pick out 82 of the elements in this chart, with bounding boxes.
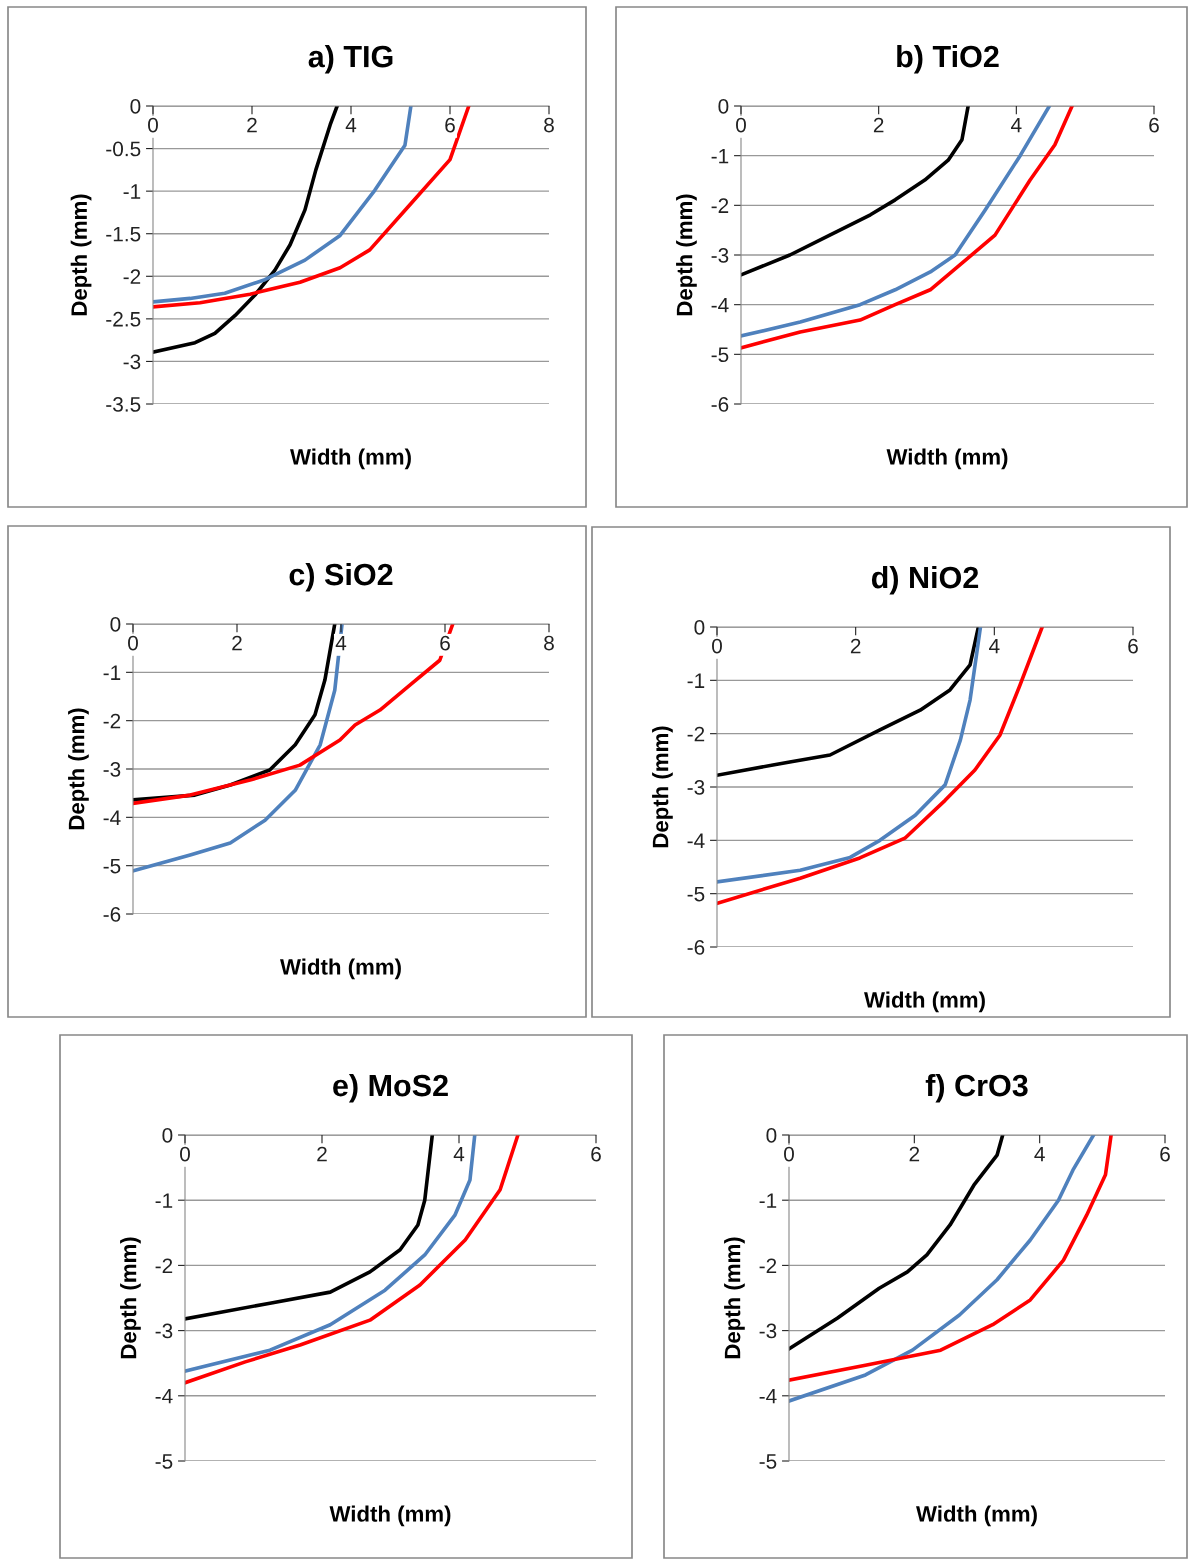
y-tick-label: -3 xyxy=(687,780,705,795)
chart-title: b) TiO2 xyxy=(897,44,999,74)
x-tick-label: 4 xyxy=(453,1146,465,1162)
y-tick-label: 0 xyxy=(718,99,729,114)
x-tick-label: 2 xyxy=(873,117,884,133)
x-tick-label: 6 xyxy=(591,1146,601,1162)
y-tick-label: 0 xyxy=(130,99,141,114)
y-tick-label: -1 xyxy=(103,665,121,680)
y-tick-label: -1 xyxy=(123,184,141,199)
x-tick-label: 0 xyxy=(736,117,746,133)
y-tick-label: -2 xyxy=(103,713,121,729)
y-axis-title: Depth (mm) xyxy=(68,708,89,830)
x-tick-label: 6 xyxy=(440,635,450,651)
y-tick-label: -4 xyxy=(759,1389,777,1404)
x-tick-label: 2 xyxy=(909,1146,920,1162)
y-tick-label: -4 xyxy=(687,833,705,848)
y-tick-label: -3.5 xyxy=(106,397,141,412)
x-tick-label: 4 xyxy=(335,635,347,651)
y-tick-label: 0 xyxy=(162,1128,173,1143)
chart-title: d) NiO2 xyxy=(871,565,979,595)
y-tick-label: -5 xyxy=(711,347,729,363)
x-tick-label: 6 xyxy=(1128,638,1138,654)
y-tick-label: -5 xyxy=(103,858,121,874)
x-axis-title: Width (mm) xyxy=(916,1505,1037,1527)
y-tick-label: 0 xyxy=(694,620,705,635)
y-tick-label: -0.5 xyxy=(106,141,141,157)
y-axis-title: Depth (mm) xyxy=(652,726,673,848)
y-axis-title: Depth (mm) xyxy=(120,1237,141,1359)
x-axis-title: Width (mm) xyxy=(329,1505,451,1527)
chart-title: e) MoS2 xyxy=(333,1073,448,1103)
x-axis-title: Width (mm) xyxy=(886,448,1008,470)
x-tick-label: 2 xyxy=(317,1146,327,1162)
x-tick-label: 6 xyxy=(1160,1146,1170,1162)
y-tick-label: -2 xyxy=(123,269,141,284)
y-tick-label: -4 xyxy=(711,297,729,313)
y-tick-label: 0 xyxy=(110,617,121,632)
x-tick-label: 0 xyxy=(180,1146,190,1162)
y-tick-label: -3 xyxy=(103,762,121,777)
y-tick-label: -2 xyxy=(687,726,705,742)
y-tick-label: -6 xyxy=(687,940,705,955)
x-tick-label: 4 xyxy=(1034,1146,1045,1162)
y-tick-label: -5 xyxy=(155,1454,173,1469)
y-tick-label: -3 xyxy=(711,248,729,263)
y-tick-label: -3 xyxy=(123,354,141,370)
y-axis-title: Depth (mm) xyxy=(70,194,92,316)
y-tick-label: -6 xyxy=(103,907,121,922)
x-axis-title: Width (mm) xyxy=(290,448,411,470)
y-tick-label: -3 xyxy=(759,1323,777,1339)
y-tick-label: -1 xyxy=(711,148,729,164)
x-tick-label: 2 xyxy=(850,638,861,654)
y-tick-label: -2 xyxy=(759,1258,777,1273)
x-axis-title: Width (mm) xyxy=(280,958,401,980)
y-tick-label: -2 xyxy=(155,1258,173,1273)
y-tick-label: -3 xyxy=(155,1323,173,1339)
chart-title: a) TIG xyxy=(308,44,393,74)
y-tick-label: -1 xyxy=(687,673,705,688)
y-tick-label: -4 xyxy=(103,810,121,825)
y-tick-label: -2.5 xyxy=(106,311,141,327)
y-tick-label: 0 xyxy=(766,1128,777,1143)
y-tick-label: -4 xyxy=(155,1389,173,1404)
x-tick-label: 4 xyxy=(989,638,1000,654)
y-tick-label: -5 xyxy=(687,886,705,902)
y-tick-label: -6 xyxy=(711,397,729,412)
x-tick-label: 2 xyxy=(232,635,242,651)
x-tick-label: 6 xyxy=(1149,117,1159,133)
x-tick-label: 0 xyxy=(784,1146,794,1162)
y-tick-label: -1.5 xyxy=(106,226,141,242)
x-tick-label: 4 xyxy=(1011,117,1022,133)
y-tick-label: -1 xyxy=(155,1193,173,1208)
x-tick-label: 8 xyxy=(544,117,554,133)
x-tick-label: 8 xyxy=(544,635,554,651)
y-tick-label: -5 xyxy=(759,1454,777,1469)
y-axis-title: Depth (mm) xyxy=(724,1237,745,1359)
x-axis-title: Width (mm) xyxy=(864,991,985,1013)
chart-title: c) SiO2 xyxy=(289,562,393,592)
y-tick-label: -2 xyxy=(711,198,729,213)
x-tick-label: 4 xyxy=(345,117,357,133)
y-tick-label: -1 xyxy=(759,1193,777,1208)
y-axis-title: Depth (mm) xyxy=(676,194,697,316)
x-tick-label: 6 xyxy=(445,117,455,133)
x-tick-label: 2 xyxy=(247,117,257,133)
chart-title: f) CrO3 xyxy=(925,1073,1028,1103)
